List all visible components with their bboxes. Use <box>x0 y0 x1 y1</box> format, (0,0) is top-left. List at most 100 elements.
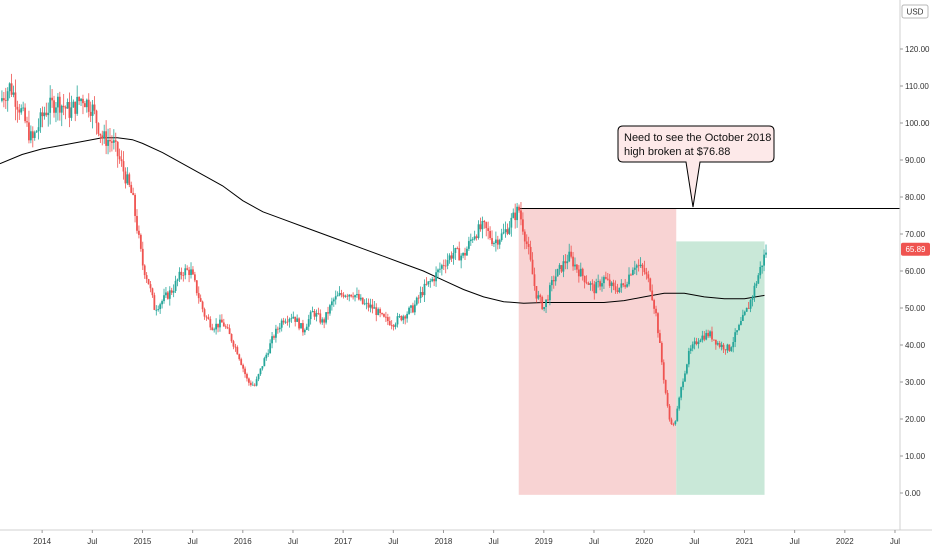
candle[interactable] <box>720 341 723 351</box>
candle[interactable] <box>134 193 136 223</box>
candle[interactable] <box>58 91 61 121</box>
candle[interactable] <box>47 102 50 127</box>
candle[interactable] <box>385 311 387 322</box>
candle[interactable] <box>622 282 625 288</box>
candle[interactable] <box>309 310 312 325</box>
candle[interactable] <box>348 294 351 302</box>
candle[interactable] <box>263 356 266 367</box>
candle[interactable] <box>80 97 82 107</box>
candle[interactable] <box>595 278 598 294</box>
candle[interactable] <box>101 130 104 146</box>
candle[interactable] <box>496 235 499 250</box>
candle[interactable] <box>651 284 654 301</box>
candle[interactable] <box>516 202 519 228</box>
candle[interactable] <box>475 234 478 241</box>
candle[interactable] <box>66 98 69 109</box>
candle[interactable] <box>24 103 26 124</box>
candle[interactable] <box>757 272 760 285</box>
candle[interactable] <box>711 326 713 342</box>
candle[interactable] <box>473 230 476 241</box>
candle[interactable] <box>87 93 90 118</box>
candle[interactable] <box>85 98 88 113</box>
candle[interactable] <box>485 221 488 237</box>
candle[interactable] <box>303 328 306 336</box>
candle[interactable] <box>64 105 67 120</box>
candle[interactable] <box>93 96 96 115</box>
candle[interactable] <box>479 217 482 232</box>
candle[interactable] <box>410 304 412 314</box>
candle[interactable] <box>628 267 630 287</box>
candle[interactable] <box>572 251 574 271</box>
candle[interactable] <box>2 91 5 108</box>
candle[interactable] <box>111 135 113 152</box>
candle[interactable] <box>626 281 628 288</box>
candle[interactable] <box>657 312 659 338</box>
candle[interactable] <box>298 317 300 331</box>
candle[interactable] <box>682 378 684 391</box>
candle[interactable] <box>209 316 212 331</box>
candle[interactable] <box>639 257 642 268</box>
candle[interactable] <box>763 249 765 272</box>
candle[interactable] <box>317 307 320 315</box>
x-axis[interactable]: 2014 Jul 2015 Jul 2016 Jul 2017 Jul 2018 Jul 2019 J… <box>33 530 900 546</box>
candle[interactable] <box>514 203 517 229</box>
candle[interactable] <box>539 293 542 304</box>
candle[interactable] <box>579 262 582 277</box>
candle[interactable] <box>655 305 657 317</box>
candle[interactable] <box>601 276 603 292</box>
candle[interactable] <box>489 226 491 241</box>
candle[interactable] <box>149 280 152 293</box>
candle[interactable] <box>603 275 605 289</box>
candle[interactable] <box>170 287 173 295</box>
candle[interactable] <box>707 329 710 339</box>
candle[interactable] <box>282 317 285 325</box>
candle[interactable] <box>12 85 15 98</box>
candle[interactable] <box>238 353 241 361</box>
candle[interactable] <box>612 279 615 291</box>
candle[interactable] <box>8 82 11 99</box>
candle[interactable] <box>37 118 40 140</box>
candle[interactable] <box>375 303 378 322</box>
candle[interactable] <box>383 313 385 318</box>
candle[interactable] <box>251 381 254 386</box>
candle[interactable] <box>190 262 192 279</box>
candle[interactable] <box>103 124 106 144</box>
candle[interactable] <box>412 302 414 314</box>
candle[interactable] <box>421 286 424 298</box>
candle[interactable] <box>606 273 609 281</box>
candle[interactable] <box>433 276 436 287</box>
candle[interactable] <box>512 208 515 219</box>
candle[interactable] <box>749 298 752 313</box>
candle[interactable] <box>39 108 42 133</box>
candle[interactable] <box>26 116 28 127</box>
candle[interactable] <box>417 294 420 304</box>
candle[interactable] <box>195 280 198 296</box>
candle[interactable] <box>232 339 235 350</box>
candle[interactable] <box>423 279 426 303</box>
candle[interactable] <box>168 286 171 306</box>
candle[interactable] <box>342 292 345 299</box>
candle[interactable] <box>22 101 25 112</box>
candle[interactable] <box>581 267 584 281</box>
candle[interactable] <box>388 316 391 326</box>
candle[interactable] <box>153 292 156 311</box>
candle[interactable] <box>390 320 393 330</box>
candle[interactable] <box>18 103 21 120</box>
candle[interactable] <box>186 265 189 271</box>
candle[interactable] <box>552 275 555 289</box>
candle[interactable] <box>114 132 117 152</box>
candle[interactable] <box>161 299 163 309</box>
candle[interactable] <box>535 285 538 303</box>
candle[interactable] <box>477 220 480 240</box>
candle[interactable] <box>691 341 694 352</box>
candle[interactable] <box>604 271 607 280</box>
candle[interactable] <box>641 262 644 276</box>
candle[interactable] <box>78 96 81 105</box>
candle[interactable] <box>344 294 347 298</box>
candle[interactable] <box>618 287 621 294</box>
candle[interactable] <box>265 352 268 361</box>
candle[interactable] <box>105 120 108 155</box>
candle[interactable] <box>72 99 75 108</box>
candle[interactable] <box>53 95 55 118</box>
